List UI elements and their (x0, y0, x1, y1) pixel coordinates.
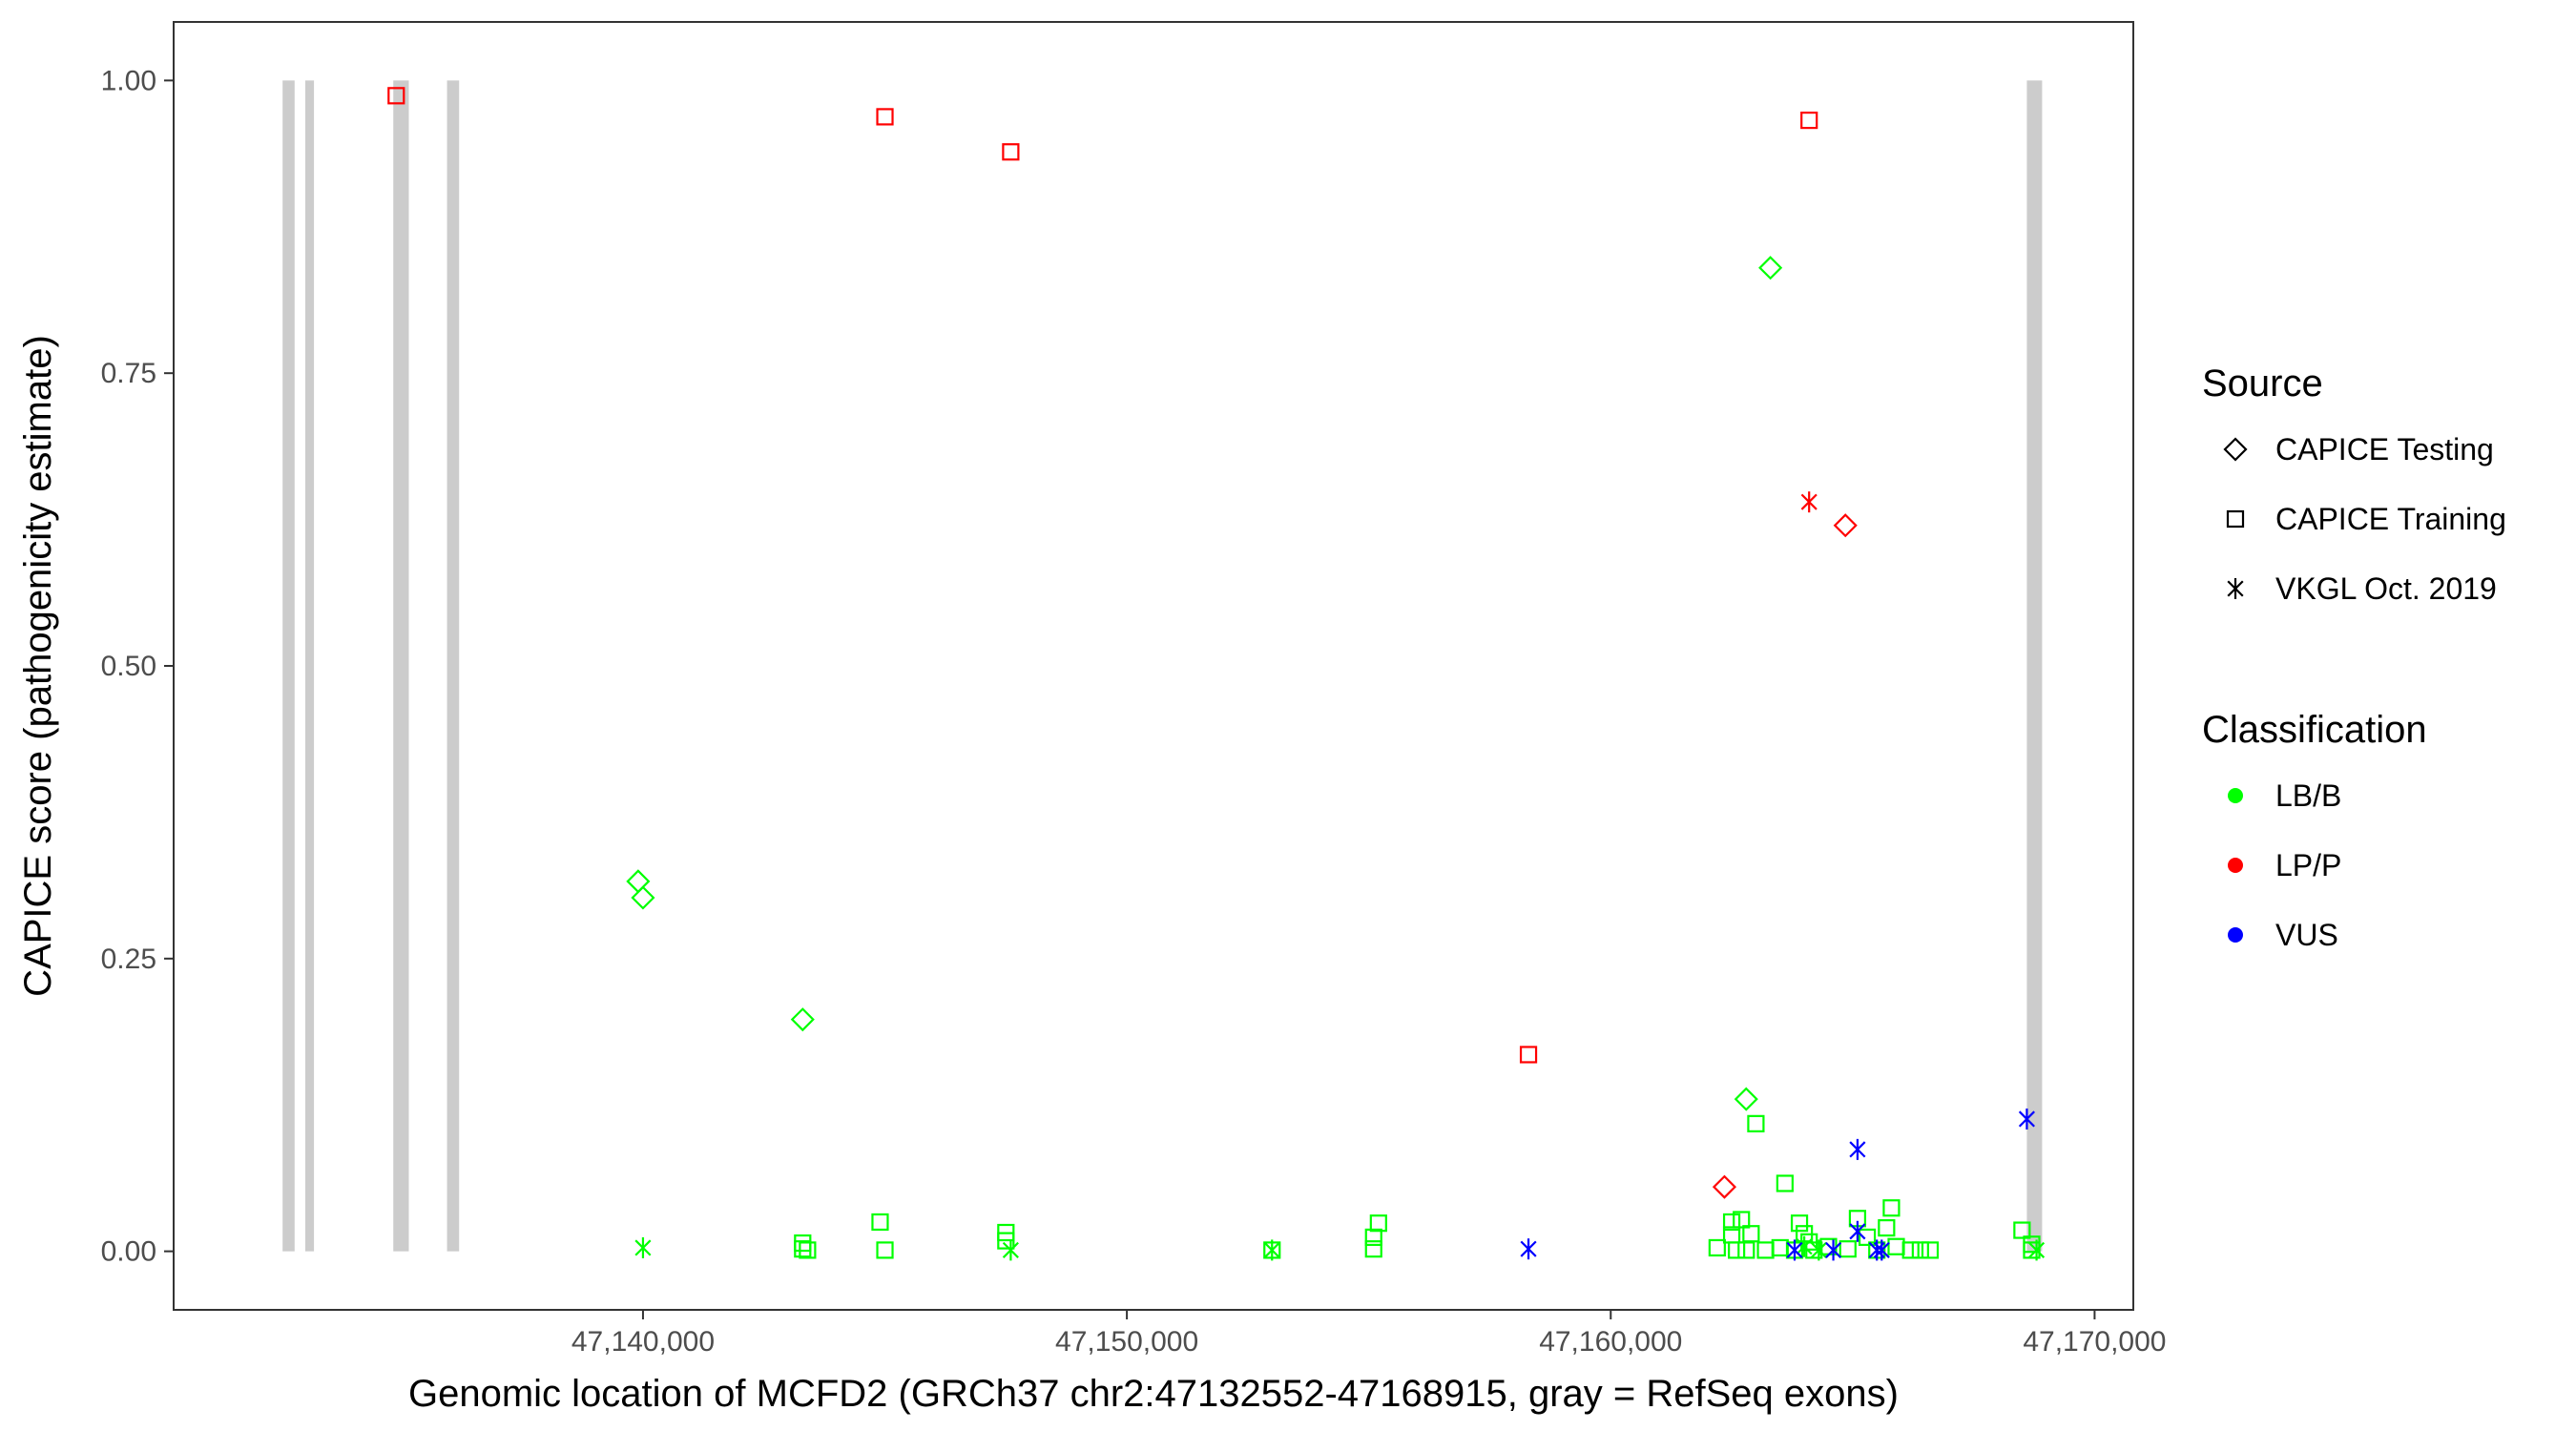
data-point-vkgl-oct-2019-lb-b (634, 1236, 652, 1258)
y-axis-title: CAPICE score (pathogenicity estimate) (17, 335, 59, 997)
data-point-capice-training-lb-b (1756, 1241, 1775, 1259)
data-point-capice-training-lb-b (1263, 1241, 1281, 1259)
data-point-capice-training-lb-b (1882, 1199, 1901, 1217)
data-point-vkgl-oct-2019-vus (1849, 1138, 1866, 1160)
data-point-capice-testing-lb-b (790, 1007, 815, 1032)
x-tick-label: 47,170,000 (2023, 1326, 2166, 1358)
y-tick-label: 0.00 (101, 1236, 156, 1268)
data-point-capice-training-lb-b (2023, 1241, 2041, 1259)
data-point-capice-training-lb-b (1839, 1240, 1857, 1258)
legend-label-capice-training: CAPICE Training (2275, 502, 2506, 536)
data-point-capice-training-lb-b (1722, 1213, 1741, 1232)
data-point-capice-training-lp-p (876, 108, 894, 126)
legend-key-vkgl-oct-2019 (2227, 578, 2244, 599)
legend-classification-items: LB/B LP/P VUS (2228, 778, 2341, 952)
data-point-capice-training-lp-p (387, 87, 405, 105)
data-points (387, 87, 2046, 1261)
legend-key-lp-p (2228, 858, 2243, 873)
data-point-capice-training-lb-b (1708, 1238, 1726, 1257)
data-point-capice-training-lp-p (1002, 143, 1020, 161)
data-point-vkgl-oct-2019-lb-b (1796, 1235, 1813, 1257)
data-point-vkgl-oct-2019-vus (1873, 1239, 1890, 1261)
exon-bars (282, 80, 2043, 1252)
data-point-capice-training-lb-b (1901, 1241, 1920, 1259)
legend-label-lp-p: LP/P (2275, 848, 2341, 882)
x-tick-label: 47,160,000 (1539, 1326, 1682, 1358)
data-point-capice-training-lb-b (997, 1232, 1015, 1250)
data-point-capice-training-lb-b (1911, 1241, 1929, 1259)
data-point-capice-training-lb-b (1921, 1241, 1940, 1259)
data-point-capice-testing-lp-p (1833, 513, 1858, 538)
data-point-capice-training-lb-b (1776, 1174, 1794, 1192)
data-point-capice-testing-lb-b (1734, 1087, 1758, 1111)
legend-classification-title: Classification (2202, 709, 2427, 751)
legend-key-lb-b (2228, 788, 2243, 803)
data-point-capice-training-lb-b (794, 1240, 812, 1258)
data-point-capice-training-lb-b (1364, 1240, 1382, 1258)
legend-key-capice-testing (2223, 437, 2248, 462)
legend-key-capice-training (2226, 509, 2245, 529)
data-point-capice-training-lb-b (1369, 1214, 1387, 1233)
data-point-capice-training-lb-b (876, 1241, 894, 1259)
data-point-capice-training-lb-b (1733, 1211, 1751, 1229)
data-point-vkgl-oct-2019-lp-p (1800, 491, 1818, 513)
legend-label-vkgl-oct-2019: VKGL Oct. 2019 (2275, 571, 2497, 606)
legend-label-capice-testing: CAPICE Testing (2275, 432, 2494, 467)
data-point-vkgl-oct-2019-vus (2018, 1108, 2035, 1130)
legend-label-lb-b: LB/B (2275, 778, 2341, 813)
legend-label-vus: VUS (2275, 918, 2338, 952)
data-point-capice-training-lp-p (1800, 111, 1818, 130)
data-point-capice-testing-lb-b (1758, 256, 1783, 280)
y-tick-label: 0.50 (101, 651, 156, 682)
exon-bar-3 (393, 80, 409, 1252)
data-point-capice-training-lp-p (1519, 1046, 1538, 1064)
data-point-vkgl-oct-2019-lb-b (2028, 1239, 2046, 1261)
x-tick-label: 47,150,000 (1055, 1326, 1198, 1358)
exon-bar-5 (2026, 80, 2043, 1252)
legend-source-title: Source (2202, 363, 2323, 404)
data-point-capice-training-lb-b (2013, 1221, 2031, 1239)
data-point-capice-training-lb-b (1728, 1241, 1746, 1259)
data-point-capice-training-lb-b (1737, 1241, 1755, 1259)
plot-panel-border (173, 21, 2134, 1311)
data-point-capice-training-lb-b (1364, 1228, 1382, 1247)
legend: Source CAPICE Testing CAPICE Training VKGL… (2202, 363, 2506, 952)
x-axis-title: Genomic location of MCFD2 (GRCh37 chr2:4… (408, 1373, 1899, 1415)
data-point-capice-training-lb-b (1742, 1225, 1760, 1243)
x-axis: 47,140,000 47,150,000 47,160,000 47,170,000 (571, 1310, 2167, 1358)
data-point-capice-training-lb-b (1887, 1237, 1905, 1255)
data-point-capice-training-lb-b (799, 1241, 817, 1259)
y-tick-label: 0.75 (101, 358, 156, 389)
exon-bar-2 (304, 80, 315, 1252)
data-point-vkgl-oct-2019-lb-b (1002, 1239, 1019, 1261)
data-point-capice-training-lb-b (1790, 1214, 1809, 1233)
data-point-vkgl-oct-2019-vus (1849, 1220, 1866, 1242)
x-tick-label: 47,140,000 (571, 1326, 715, 1358)
data-point-capice-training-lb-b (1771, 1238, 1789, 1257)
data-point-capice-testing-lp-p (1712, 1174, 1737, 1199)
data-point-capice-training-lb-b (1858, 1228, 1877, 1247)
y-tick-label: 0.25 (101, 944, 156, 975)
legend-key-vus (2228, 927, 2243, 943)
y-axis: 0.00 0.25 0.50 0.75 1.00 (101, 65, 174, 1268)
data-point-capice-training-lb-b (1747, 1114, 1765, 1132)
y-tick-label: 1.00 (101, 65, 156, 96)
data-point-capice-training-lb-b (871, 1213, 889, 1232)
data-point-capice-training-lb-b (1878, 1218, 1896, 1237)
data-point-vkgl-oct-2019-vus (1520, 1238, 1537, 1260)
legend-source-items: CAPICE Testing CAPICE Training VKGL Oct. 2… (2223, 432, 2506, 606)
data-point-vkgl-oct-2019-vus (1825, 1239, 1842, 1261)
exon-bar-4 (447, 80, 460, 1252)
data-point-capice-testing-lb-b (631, 885, 655, 910)
exon-bar-1 (282, 80, 295, 1252)
data-point-vkgl-oct-2019-vus (1786, 1239, 1803, 1261)
